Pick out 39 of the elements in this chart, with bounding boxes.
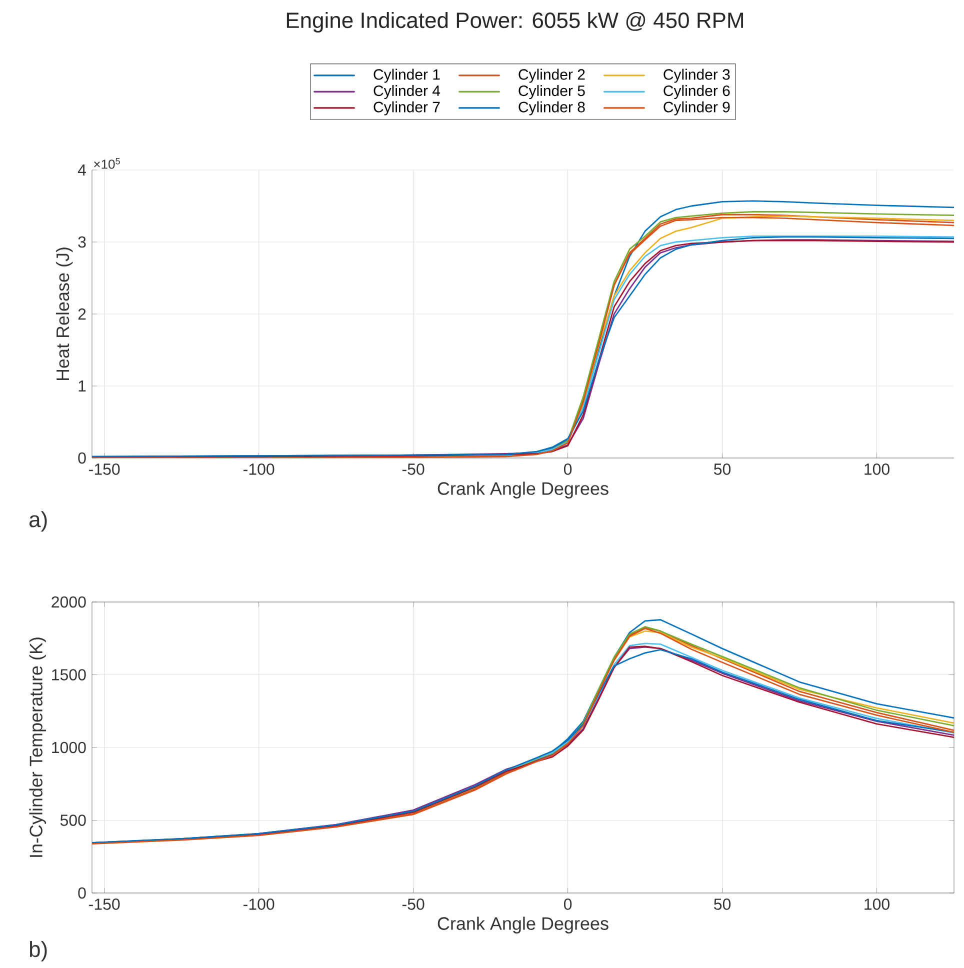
legend-label: Cylinder 1 <box>374 68 440 83</box>
legend-label: Cylinder 5 <box>518 85 585 100</box>
text: a) <box>29 511 47 532</box>
x-axis-title: Crank Angle Degrees <box>438 916 608 934</box>
text: ×10$^{5}$ <box>94 158 120 169</box>
x-tick-label: 0 <box>564 464 572 475</box>
x-tick-label: 0 <box>564 898 572 910</box>
legend-label: Cylinder 4 <box>374 85 440 100</box>
x-tick-label: -50 <box>402 464 424 475</box>
text: b) <box>30 940 47 962</box>
y-tick-label: 0 <box>78 452 86 464</box>
y-axis-title: Heat Release (J) <box>56 248 73 380</box>
x-tick-label: -150 <box>89 464 120 475</box>
y-tick-label: 3 <box>78 236 86 248</box>
x-tick-label: -100 <box>244 898 274 910</box>
x-tick-label: 100 <box>864 898 890 910</box>
y-tick-label: 0 <box>78 887 86 899</box>
x-tick-label: -50 <box>402 898 424 910</box>
y-tick-label: 2 <box>78 308 86 320</box>
legend-label: Cylinder 9 <box>664 101 730 116</box>
x-tick-label: 50 <box>714 898 731 910</box>
legend-label: Cylinder 6 <box>664 85 730 100</box>
x-axis-title: Crank Angle Degrees <box>438 482 608 498</box>
y-tick-label: 500 <box>60 814 86 826</box>
x-tick-label: -100 <box>244 464 274 475</box>
legend-label: Cylinder 7 <box>374 101 440 116</box>
y-tick-label: 1 <box>78 380 86 392</box>
x-tick-label: 50 <box>714 464 731 475</box>
y-tick-label: 1500 <box>52 669 86 680</box>
x-tick-label: -150 <box>89 898 120 910</box>
chart-title: Engine Indicated Power: 6055 kW @ 450 RPM <box>286 12 743 32</box>
y-tick-label: 4 <box>78 164 86 176</box>
legend-label: Cylinder 8 <box>518 101 585 116</box>
y-axis-title: In-Cylinder Temperature (K) <box>29 638 46 857</box>
legend-label: Cylinder 3 <box>664 68 730 83</box>
legend-label: Cylinder 2 <box>518 68 585 83</box>
x-tick-label: 100 <box>864 464 890 475</box>
y-tick-label: 2000 <box>52 596 86 608</box>
y-tick-label: 1000 <box>52 742 86 754</box>
